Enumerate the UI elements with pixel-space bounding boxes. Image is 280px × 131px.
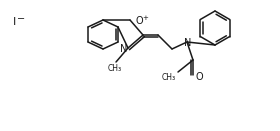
Text: I: I [12, 17, 16, 27]
Text: N: N [120, 44, 127, 54]
Text: N: N [184, 38, 192, 48]
Text: O: O [136, 16, 144, 26]
Text: +: + [142, 15, 148, 21]
Text: CH₃: CH₃ [108, 64, 122, 73]
Text: −: − [17, 14, 25, 24]
Text: O: O [196, 72, 204, 82]
Text: CH₃: CH₃ [162, 73, 176, 82]
